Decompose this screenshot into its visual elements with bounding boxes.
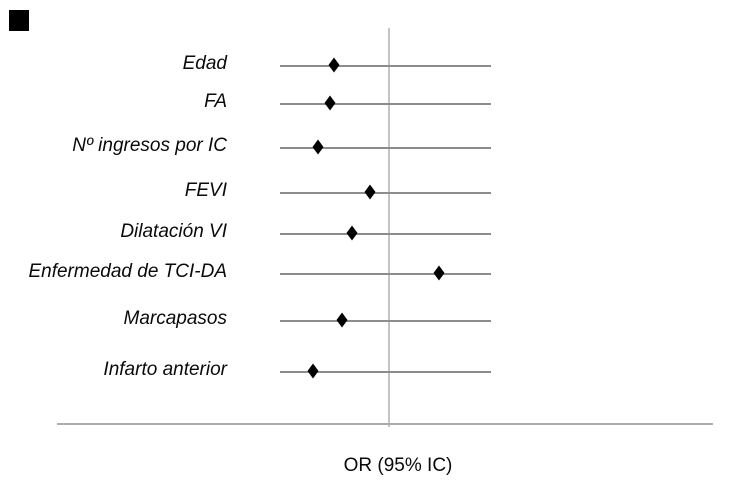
marker-diamond	[328, 57, 340, 73]
marker-diamond	[307, 363, 319, 379]
marker-diamond	[336, 312, 348, 328]
ci-line	[280, 273, 491, 275]
ci-line	[280, 192, 491, 194]
reference-line	[388, 28, 390, 427]
row-label: Edad	[182, 53, 227, 75]
marker-diamond	[364, 184, 376, 200]
ci-line	[280, 320, 491, 322]
scan-artifact-square	[9, 10, 29, 31]
row-label: Enfermedad de TCI-DA	[28, 261, 227, 283]
row-label: Nº ingresos por IC	[72, 135, 227, 157]
ci-line	[280, 371, 491, 373]
x-axis-label: OR (95% IC)	[343, 455, 453, 476]
row-label: FEVI	[184, 180, 227, 202]
marker-diamond	[346, 225, 358, 241]
row-label: Infarto anterior	[103, 359, 227, 381]
marker-diamond	[312, 139, 324, 155]
ci-line	[280, 65, 491, 67]
ci-line	[280, 147, 491, 149]
x-axis-line	[57, 423, 713, 425]
row-label: Dilatación VI	[120, 221, 227, 243]
row-label: FA	[204, 91, 227, 113]
marker-diamond	[433, 265, 445, 281]
row-label: Marcapasos	[123, 308, 228, 330]
marker-diamond	[324, 95, 336, 111]
ci-line	[280, 103, 491, 105]
ci-line	[280, 233, 491, 235]
